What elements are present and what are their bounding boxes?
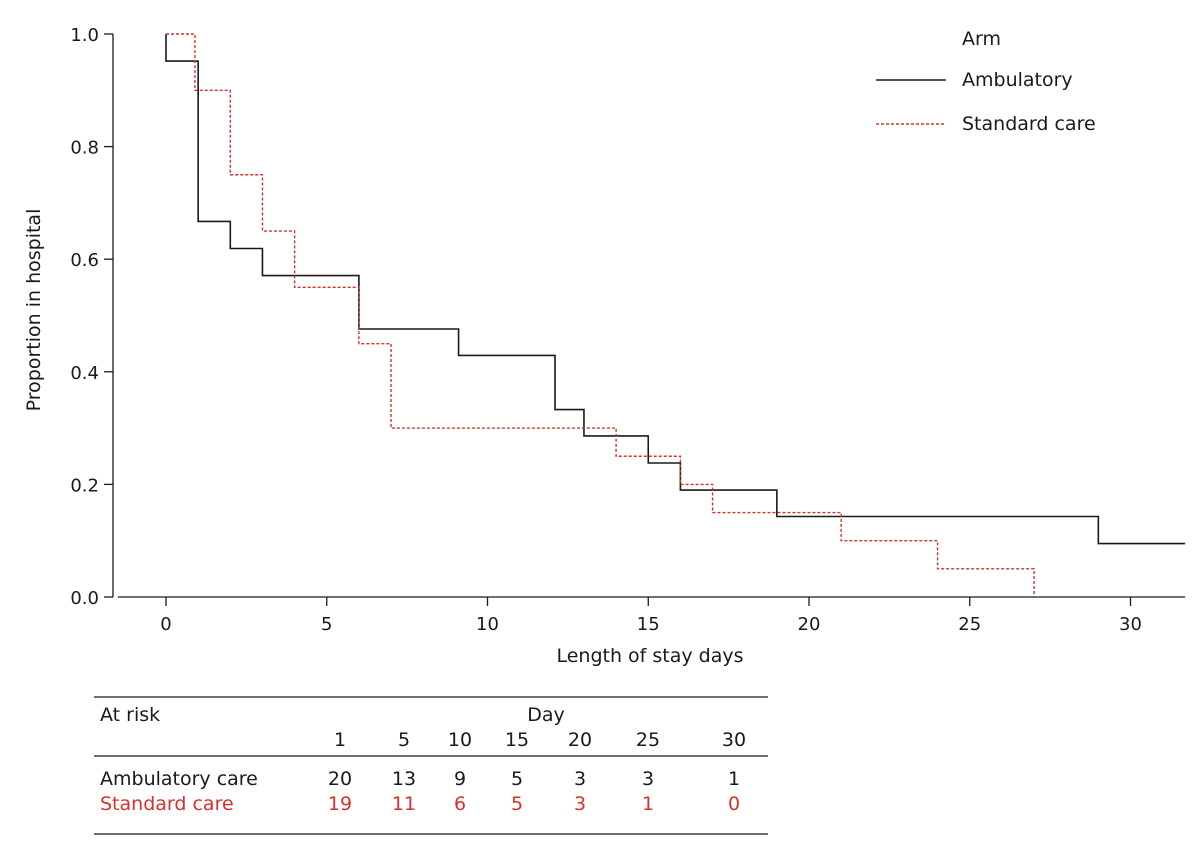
risk-cell: 0 [728, 793, 740, 815]
series-line-standard-care [166, 33, 1035, 597]
x-tick-label: 30 [1119, 614, 1142, 635]
risk-cell: 5 [511, 768, 523, 790]
x-tick-label: 5 [321, 614, 332, 635]
risk-day-label: 1 [334, 729, 346, 751]
x-axis-ticks: 0 5 10 15 20 25 30 [160, 597, 1142, 635]
risk-cell: 1 [728, 768, 740, 790]
x-axis-title: Length of stay days [556, 645, 743, 667]
risk-day-label: 30 [722, 729, 746, 751]
risk-cell: 19 [328, 793, 352, 815]
risk-cell: 1 [642, 793, 654, 815]
legend-label-ambulatory: Ambulatory [962, 69, 1073, 91]
y-axis-ticks: 0.0 0.2 0.4 0.6 0.8 1.0 [70, 25, 113, 609]
risk-cell: 3 [642, 768, 654, 790]
risk-day-label: 10 [448, 729, 472, 751]
plot-area: 0.0 0.2 0.4 0.6 0.8 1.0 0 5 10 15 20 25 30 [70, 25, 1186, 635]
risk-table-day-header: Day [527, 704, 565, 726]
risk-table-day-row: 1 5 10 15 20 25 30 [334, 729, 746, 751]
risk-cell: 20 [328, 768, 352, 790]
x-tick-label: 20 [798, 614, 821, 635]
risk-day-label: 5 [398, 729, 410, 751]
x-tick-label: 10 [476, 614, 499, 635]
risk-cell: 9 [454, 768, 466, 790]
y-tick-label: 0.2 [70, 475, 99, 496]
x-tick-label: 0 [160, 614, 171, 635]
y-tick-label: 0.8 [70, 138, 99, 159]
x-tick-label: 15 [637, 614, 660, 635]
at-risk-table: At risk Day 1 5 10 15 20 25 30 Ambulatory care… [94, 696, 768, 835]
risk-table-title: At risk [100, 704, 160, 726]
risk-row-label: Ambulatory care [100, 768, 258, 790]
risk-cell: 13 [392, 768, 416, 790]
risk-cell: 6 [454, 793, 466, 815]
y-tick-label: 0.4 [70, 363, 99, 384]
risk-row-label: Standard care [100, 793, 234, 815]
legend-title: Arm [962, 28, 1001, 50]
risk-cell: 3 [574, 768, 586, 790]
series-line-ambulatory [165, 34, 1186, 545]
legend-label-standard-care: Standard care [962, 113, 1096, 135]
risk-day-label: 25 [636, 729, 660, 751]
y-tick-label: 0.0 [70, 588, 99, 609]
risk-day-label: 20 [568, 729, 592, 751]
series-layer [165, 33, 1186, 597]
y-tick-label: 1.0 [70, 25, 99, 46]
risk-cell: 5 [511, 793, 523, 815]
risk-cell: 11 [392, 793, 416, 815]
risk-day-label: 15 [505, 729, 529, 751]
y-tick-label: 0.6 [70, 250, 99, 271]
x-tick-label: 25 [958, 614, 981, 635]
legend: Arm Ambulatory Standard care [876, 28, 1096, 135]
y-axis-title: Proportion in hospital [23, 209, 45, 412]
risk-cell: 3 [574, 793, 586, 815]
